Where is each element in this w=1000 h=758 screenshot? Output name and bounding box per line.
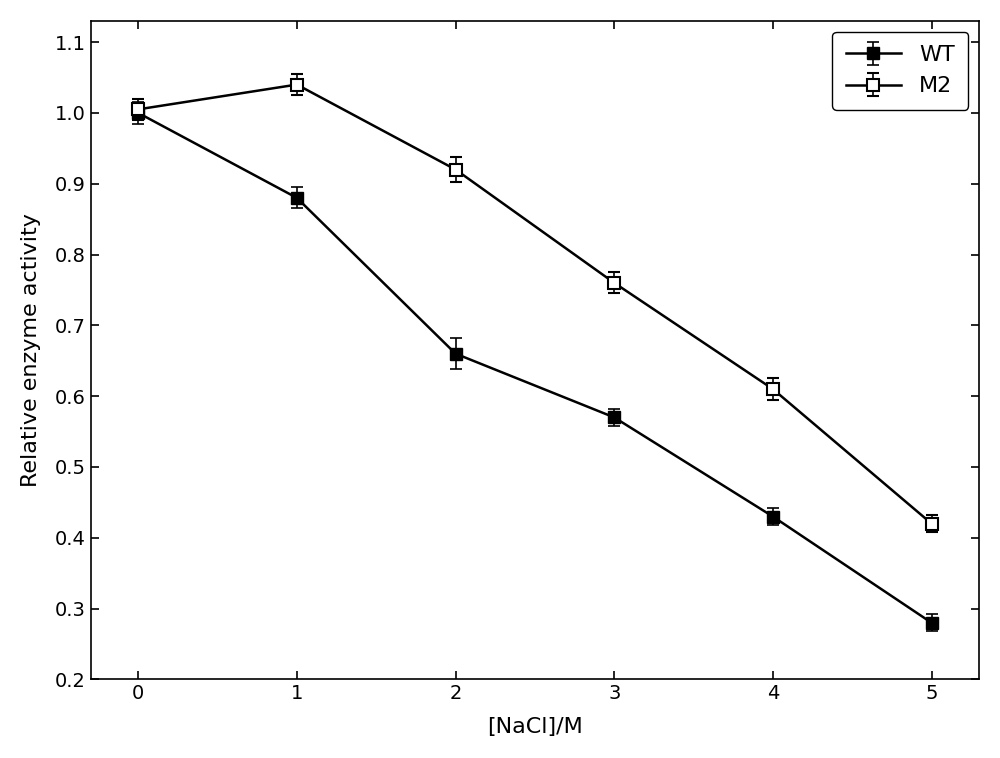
- X-axis label: [NaCl]/M: [NaCl]/M: [487, 717, 583, 738]
- Legend: WT, M2: WT, M2: [832, 32, 968, 110]
- Y-axis label: Relative enzyme activity: Relative enzyme activity: [21, 213, 41, 487]
